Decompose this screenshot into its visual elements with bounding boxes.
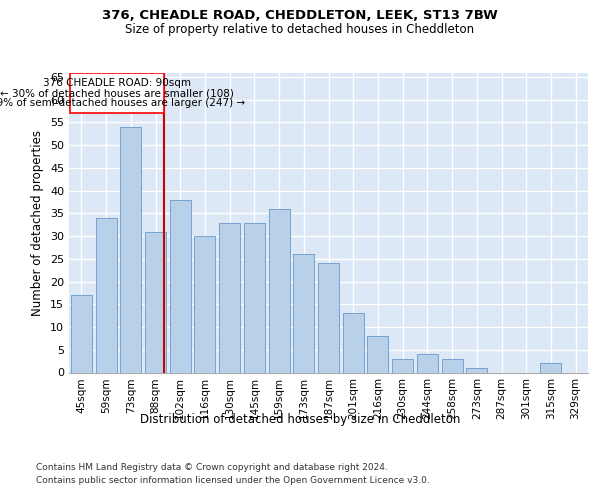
Bar	[466, 368, 487, 372]
Bar	[392, 359, 413, 372]
Bar	[95, 218, 116, 372]
Bar	[541, 364, 562, 372]
Bar	[71, 295, 92, 372]
Bar	[442, 359, 463, 372]
Text: 69% of semi-detached houses are larger (247) →: 69% of semi-detached houses are larger (…	[0, 98, 245, 108]
Text: Size of property relative to detached houses in Cheddleton: Size of property relative to detached ho…	[125, 22, 475, 36]
Bar	[194, 236, 215, 372]
Y-axis label: Number of detached properties: Number of detached properties	[31, 130, 44, 316]
Text: 376 CHEADLE ROAD: 90sqm: 376 CHEADLE ROAD: 90sqm	[43, 78, 191, 88]
Bar	[269, 209, 290, 372]
Bar	[145, 232, 166, 372]
Text: Distribution of detached houses by size in Cheddleton: Distribution of detached houses by size …	[140, 412, 460, 426]
FancyBboxPatch shape	[70, 74, 164, 114]
Bar	[293, 254, 314, 372]
Bar	[120, 127, 141, 372]
Bar	[170, 200, 191, 372]
Bar	[417, 354, 438, 372]
Bar	[219, 222, 240, 372]
Bar	[318, 264, 339, 372]
Bar	[367, 336, 388, 372]
Text: ← 30% of detached houses are smaller (108): ← 30% of detached houses are smaller (10…	[0, 88, 234, 99]
Bar	[343, 314, 364, 372]
Bar	[244, 222, 265, 372]
Text: Contains HM Land Registry data © Crown copyright and database right 2024.: Contains HM Land Registry data © Crown c…	[36, 462, 388, 471]
Text: Contains public sector information licensed under the Open Government Licence v3: Contains public sector information licen…	[36, 476, 430, 485]
Text: 376, CHEADLE ROAD, CHEDDLETON, LEEK, ST13 7BW: 376, CHEADLE ROAD, CHEDDLETON, LEEK, ST1…	[102, 9, 498, 22]
